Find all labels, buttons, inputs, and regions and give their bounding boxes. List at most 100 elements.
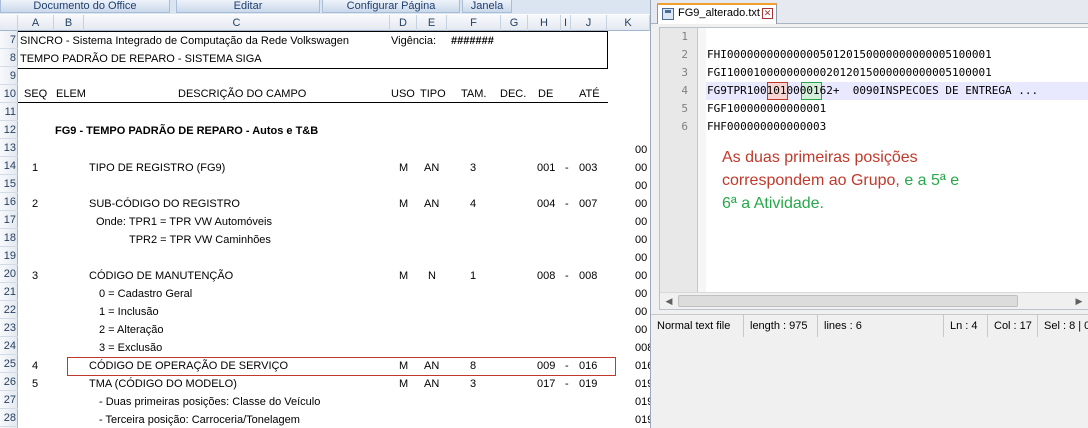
horizontal-scrollbar[interactable]: ◀ ▶ bbox=[660, 292, 1088, 309]
column-header-c[interactable]: C bbox=[84, 15, 390, 31]
row-header[interactable]: 26 bbox=[0, 373, 18, 391]
field-de: 008 bbox=[537, 270, 556, 282]
field-tam: 8 bbox=[470, 360, 477, 372]
column-header-h[interactable]: H bbox=[528, 15, 561, 31]
highlight-box-operacao bbox=[67, 357, 616, 376]
field-seq: 5 bbox=[32, 378, 39, 390]
scroll-right-icon[interactable]: ▶ bbox=[1075, 296, 1083, 306]
field-desc: CÓDIGO DE MANUTENÇÃO bbox=[89, 270, 234, 282]
note-manutencao-2: 2 = Alteração bbox=[99, 324, 164, 336]
scrollbar-thumb[interactable] bbox=[678, 295, 1018, 307]
section-title: FG9 - TEMPO PADRÃO DE REPARO - Autos e T… bbox=[55, 125, 319, 137]
note-tpr2: TPR2 = TPR VW Caminhões bbox=[129, 234, 271, 246]
row-header[interactable]: 28 bbox=[0, 409, 18, 427]
text-editor[interactable]: 1 2 3 4 5 6 FHI0000000000000050120150000… bbox=[659, 27, 1088, 310]
row-header[interactable]: 21 bbox=[0, 283, 18, 301]
k-cell: 019 bbox=[635, 414, 654, 426]
field-tam: 1 bbox=[470, 270, 477, 282]
row-header[interactable]: 23 bbox=[0, 319, 18, 337]
k-cell: 00 bbox=[635, 144, 648, 156]
k-cell: 00 bbox=[635, 180, 648, 192]
field-dash: - bbox=[565, 378, 569, 390]
activity-highlight bbox=[801, 82, 822, 100]
tab-bar: FG9_alterado.txt ✕ bbox=[651, 0, 1088, 24]
floppy-disk-icon bbox=[662, 8, 674, 20]
row-header[interactable]: 18 bbox=[0, 229, 18, 247]
column-header-f[interactable]: F bbox=[447, 15, 501, 31]
column-header-b[interactable]: B bbox=[54, 15, 84, 31]
menu-editar[interactable]: Editar bbox=[176, 0, 320, 13]
row-header[interactable]: 17 bbox=[0, 211, 18, 229]
col-title-de: DE bbox=[538, 88, 554, 100]
field-tam: 4 bbox=[470, 198, 477, 210]
note-manutencao-1: 1 = Inclusão bbox=[99, 306, 159, 318]
annotation-group-text: correspondem ao Grupo, bbox=[722, 172, 900, 189]
row-header[interactable]: 15 bbox=[0, 175, 18, 193]
row-header[interactable]: 7 bbox=[0, 31, 18, 49]
column-header-g[interactable]: G bbox=[501, 15, 528, 31]
row-header[interactable]: 22 bbox=[0, 301, 18, 319]
field-dash: - bbox=[565, 162, 569, 174]
row-header[interactable]: 13 bbox=[0, 139, 18, 157]
line-number: 3 bbox=[681, 66, 688, 79]
close-icon[interactable]: ✕ bbox=[762, 8, 773, 19]
vigencia-value: ####### bbox=[451, 35, 494, 47]
k-cell: 008 bbox=[635, 342, 654, 354]
row-header[interactable]: 16 bbox=[0, 193, 18, 211]
field-desc: SUB-CÓDIGO DO REGISTRO bbox=[89, 198, 240, 210]
row-header[interactable]: 11 bbox=[0, 103, 18, 121]
field-de: 004 bbox=[537, 198, 556, 210]
field-seq: 3 bbox=[32, 270, 39, 282]
fold-margin bbox=[698, 28, 706, 293]
column-header-i[interactable]: I bbox=[561, 15, 571, 31]
field-dash: - bbox=[565, 270, 569, 282]
line-number: 2 bbox=[681, 48, 688, 61]
scroll-left-icon[interactable]: ◀ bbox=[665, 296, 673, 306]
status-bar: Normal text file length : 975 lines : 6 … bbox=[651, 314, 1088, 337]
menu-configurar-pagina[interactable]: Configurar Página bbox=[322, 0, 460, 13]
row-header[interactable]: 14 bbox=[0, 157, 18, 175]
column-header-j[interactable]: J bbox=[571, 15, 607, 31]
row-header[interactable]: 20 bbox=[0, 265, 18, 283]
k-cell: 00 bbox=[635, 306, 648, 318]
column-header-d[interactable]: D bbox=[390, 15, 417, 31]
k-cell: 016 bbox=[635, 360, 654, 372]
k-cell: 00 bbox=[635, 270, 648, 282]
row-header[interactable]: 8 bbox=[0, 49, 18, 67]
row-header[interactable]: 27 bbox=[0, 391, 18, 409]
header-box bbox=[18, 31, 608, 68]
field-ate: 007 bbox=[579, 198, 598, 210]
code-line: FG9TPR1001010000162+ 0090INSPECOES DE EN… bbox=[707, 84, 1039, 97]
menu-janela[interactable]: Janela bbox=[462, 0, 512, 13]
field-desc: TIPO DE REGISTRO (FG9) bbox=[89, 162, 226, 174]
row-header[interactable]: 19 bbox=[0, 247, 18, 265]
tab-fg9-alterado[interactable]: FG9_alterado.txt ✕ bbox=[657, 3, 777, 24]
field-seq: 2 bbox=[32, 198, 39, 210]
field-ate: 008 bbox=[579, 270, 598, 282]
vigencia-label: Vigência: bbox=[391, 35, 437, 47]
col-title-ate: ATÉ bbox=[579, 88, 600, 100]
field-ate: 016 bbox=[579, 360, 598, 372]
note-manutencao-0: 0 = Cadastro Geral bbox=[99, 288, 193, 300]
k-cell: 019 bbox=[635, 396, 654, 408]
tab-title: FG9_alterado.txt bbox=[678, 7, 760, 19]
k-cell: 00 bbox=[635, 216, 648, 228]
row-header[interactable]: 12 bbox=[0, 121, 18, 139]
field-uso: M bbox=[399, 270, 409, 282]
column-header-k[interactable]: K bbox=[607, 15, 650, 31]
field-de: 001 bbox=[537, 162, 556, 174]
k-cell: 00 bbox=[635, 162, 648, 174]
column-header-e[interactable]: E bbox=[417, 15, 447, 31]
row-header[interactable]: 24 bbox=[0, 337, 18, 355]
select-all-corner[interactable] bbox=[0, 15, 18, 31]
menu-documento-do-office[interactable]: Documento do Office bbox=[0, 0, 170, 13]
column-header-a[interactable]: A bbox=[18, 15, 54, 31]
col-title-tipo: TIPO bbox=[420, 88, 446, 100]
row-header[interactable]: 10 bbox=[0, 85, 18, 103]
spreadsheet-grid[interactable]: SINCRO - Sistema Integrado de Computação… bbox=[18, 31, 654, 428]
code-line: FGF100000000000001 bbox=[707, 102, 827, 115]
status-lines: lines : 6 bbox=[817, 315, 862, 337]
row-header[interactable]: 9 bbox=[0, 67, 18, 85]
row-header[interactable]: 25 bbox=[0, 355, 18, 373]
annotation-line-1: As duas primeiras posições bbox=[722, 149, 918, 166]
